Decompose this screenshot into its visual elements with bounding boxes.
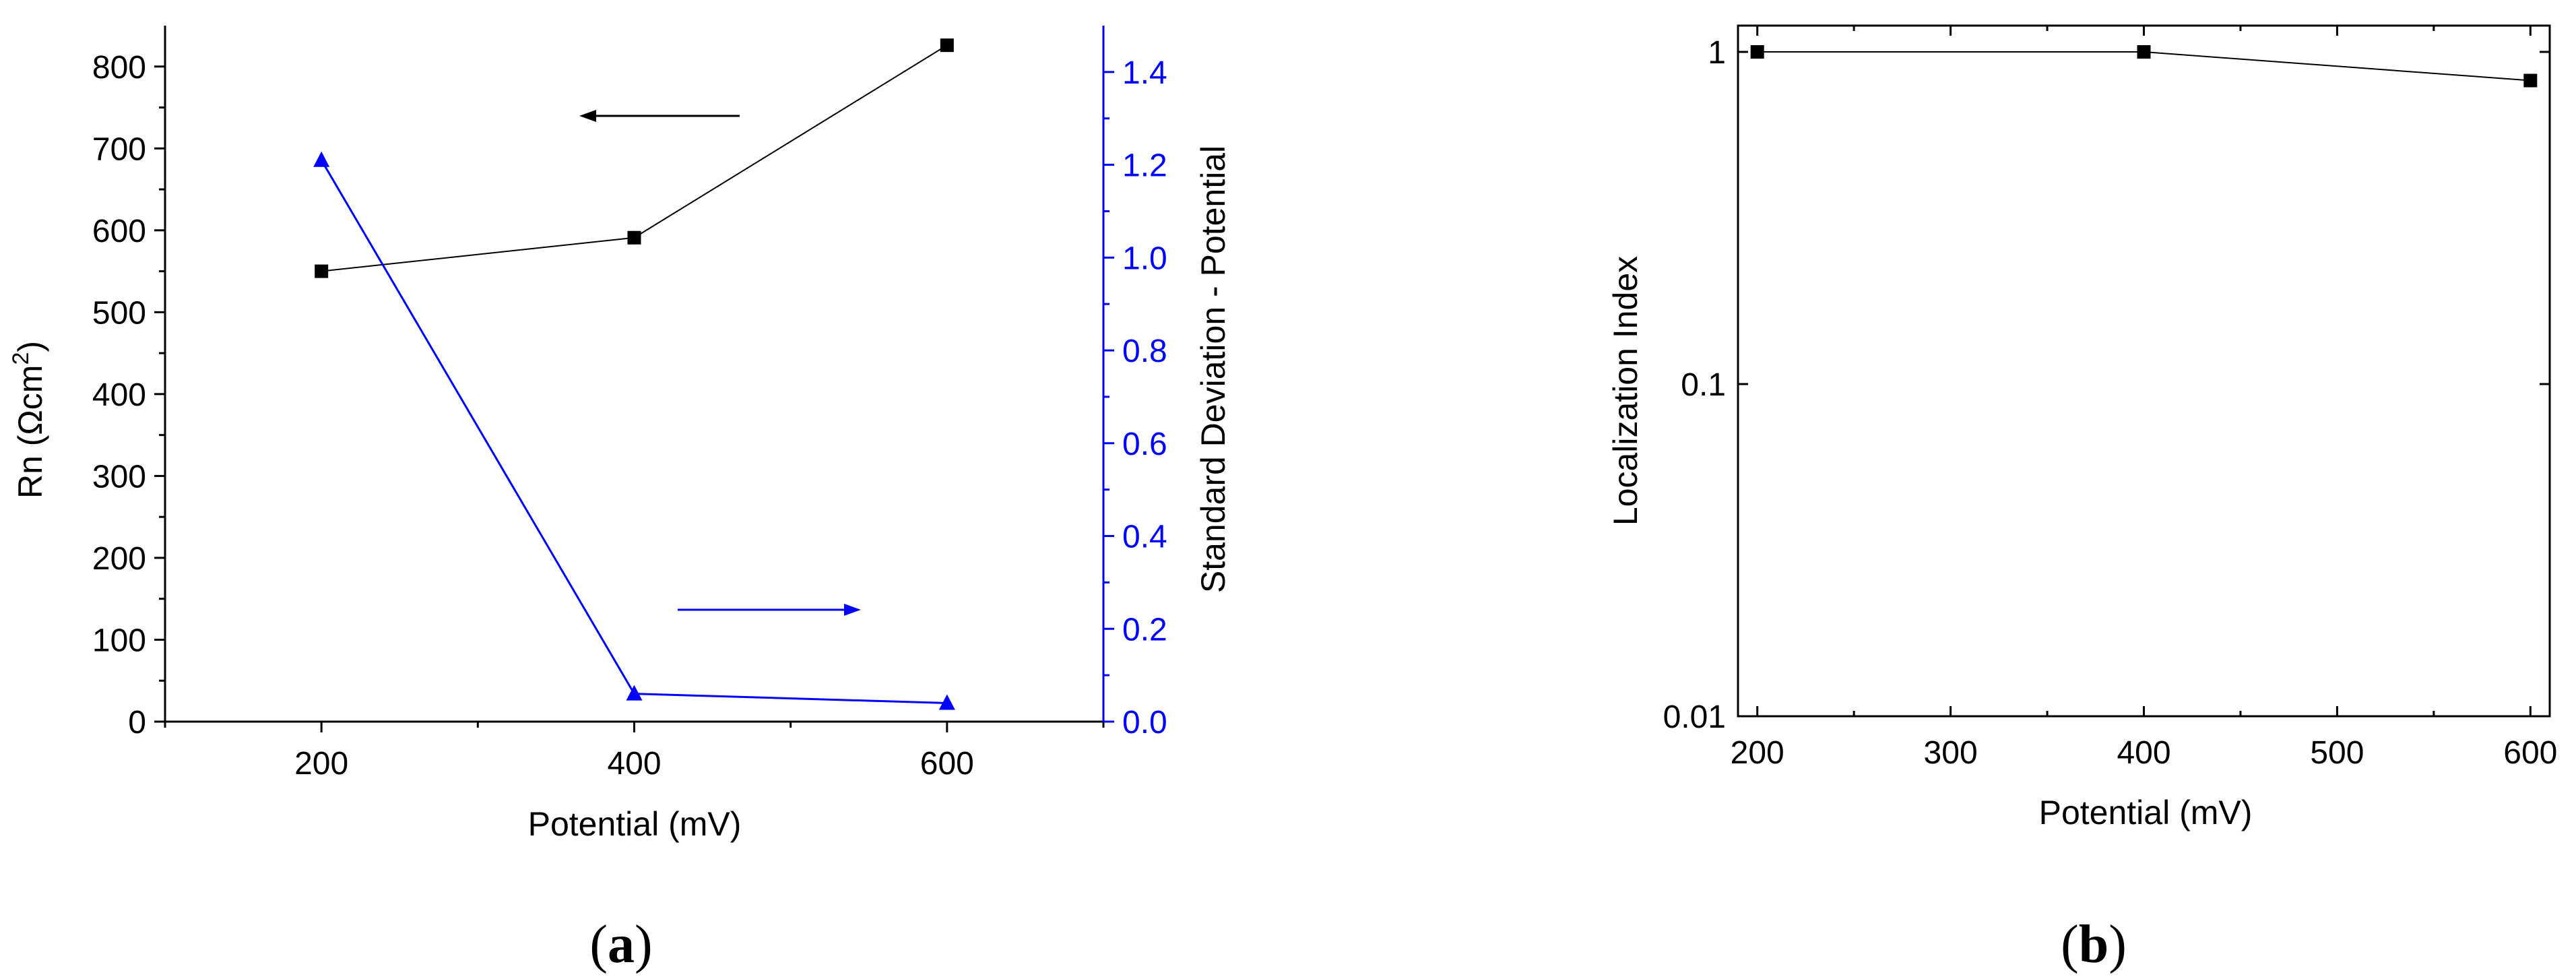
panel-b-x-tick-label: 300 [1924, 735, 1978, 771]
localization-point [2137, 45, 2151, 59]
panel-b-marks [1750, 45, 2538, 88]
panel-a-x-tick-label: 400 [607, 746, 661, 782]
panel-a-axes [164, 26, 1105, 723]
panel-a-y-left-tick-label: 800 [92, 50, 146, 86]
panel-a-y-right-tick-label: 1.2 [1122, 148, 1167, 184]
rn-point [627, 230, 641, 245]
panel-a-x-tick-label: 200 [294, 746, 348, 782]
panel-a-y-left-tick-label: 300 [92, 459, 146, 495]
panel-b-x-tick-label: 600 [2503, 735, 2557, 771]
rn-axis-arrowhead [579, 110, 596, 122]
panel-a-ylabel-right: Standard Deviation - Potential [1194, 146, 1232, 593]
panel-a-marks [313, 38, 955, 710]
panel-b-y-tick-label: 0.1 [1681, 367, 1726, 403]
panel-a-x-tick-label: 600 [920, 746, 974, 782]
panel-b-ticks: 200 300 400 500 600 0.01 0.1 1 [1663, 26, 2557, 771]
sd-axis-arrowhead [844, 604, 861, 616]
panel-b-y-tick-label: 1 [1708, 35, 1726, 71]
panel-b-caption: (b) [2061, 915, 2127, 974]
panel-b-x-tick-label: 400 [2117, 735, 2170, 771]
localization-point [1750, 45, 1764, 59]
panel-b-axes [1737, 24, 2551, 718]
panel-a-xlabel: Potential (mV) [528, 805, 742, 843]
panel-a-y-right-tick-label: 1.4 [1122, 55, 1167, 91]
panel-a-y-left-tick-label: 100 [92, 623, 146, 658]
panel-a-y-left-tick-label: 400 [92, 377, 146, 413]
panel-a-y-left-tick-label: 600 [92, 214, 146, 249]
panel-a-y-left-tick-label: 200 [92, 541, 146, 577]
panel-a-ticks: 200 400 600 0 100 200 300 400 500 600 700 800 0.0 0.2… [92, 50, 1167, 782]
panel-a-y-right-tick-label: 0.4 [1122, 519, 1167, 555]
panel-a-y-left-tick-label: 700 [92, 131, 146, 167]
panel-a: 200 400 600 0 100 200 300 400 500 600 700 800 0.0 0.2… [8, 26, 1232, 974]
panel-a-y-right-tick-label: 0.0 [1122, 705, 1167, 740]
panel-b: 200 300 400 500 600 0.01 0.1 1 Potential (mV) L… [1607, 24, 2557, 974]
sd-point [938, 694, 955, 710]
rn-point [315, 264, 329, 278]
panel-a-y-right-tick-label: 1.0 [1122, 241, 1167, 276]
panel-b-x-tick-label: 200 [1731, 735, 1784, 771]
panel-a-annotations [579, 110, 861, 616]
panel-b-plot-frame [1737, 24, 2551, 718]
panel-a-ylabel-left: Rn (Ωcm2) [8, 341, 49, 499]
panel-a-caption: (a) [589, 915, 652, 974]
panel-a-y-left-tick-label: 500 [92, 295, 146, 331]
rn-point [940, 38, 954, 53]
panel-a-y-right-tick-label: 0.2 [1122, 612, 1167, 648]
panel-b-y-tick-label: 0.01 [1663, 699, 1726, 735]
panel-a-y-right-tick-label: 0.6 [1122, 427, 1167, 462]
sd-point [626, 685, 643, 701]
panel-a-y-right-tick-label: 0.8 [1122, 334, 1167, 369]
panel-b-x-tick-label: 500 [2310, 735, 2364, 771]
sd-point [313, 151, 330, 167]
panel-b-ylabel: Localization Index [1607, 256, 1644, 526]
panel-b-xlabel: Potential (mV) [2039, 794, 2253, 831]
panel-a-y-left-tick-label: 0 [128, 705, 146, 740]
localization-point [2523, 73, 2538, 88]
